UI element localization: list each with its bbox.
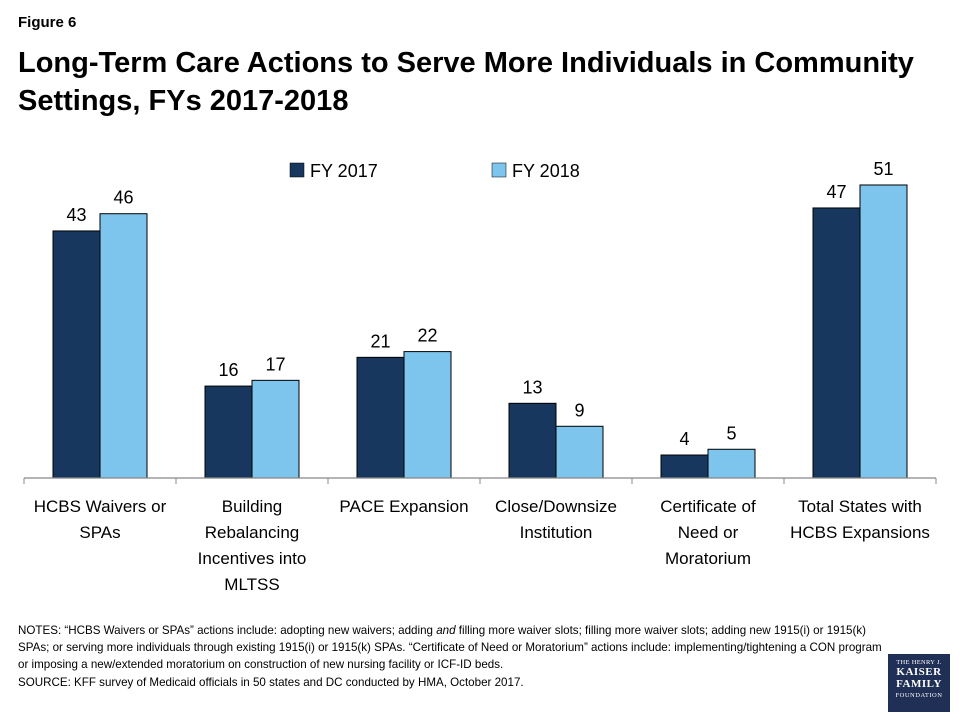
bar-3-0 (508, 402, 557, 479)
data-label-1-1: 17 (265, 354, 285, 374)
category-label-2: PACE Expansion (339, 497, 468, 516)
data-label-2-1: 22 (417, 326, 437, 346)
legend-label-0: FY 2017 (310, 161, 378, 181)
data-labels-layer: 43 46 16 17 21 22 13 9 4 5 47 51 (66, 159, 893, 449)
data-label-4-0: 4 (679, 429, 689, 449)
bar-0-1 (99, 213, 148, 479)
data-label-1-0: 16 (218, 360, 238, 380)
figure-label: Figure 6 (18, 14, 77, 31)
logo-line-2: KAISER (896, 666, 942, 678)
bar-3-1 (555, 425, 604, 479)
bar-4-0 (660, 454, 709, 479)
data-label-0-0: 43 (66, 205, 86, 225)
data-label-5-0: 47 (826, 182, 846, 202)
data-label-3-1: 9 (574, 400, 584, 420)
bar-1-1 (251, 379, 300, 479)
category-label-1: Building Rebalancing Incentives into MLTSS (198, 497, 307, 594)
bars-layer (52, 184, 908, 479)
logo-line-3: FAMILY (896, 678, 942, 690)
category-label-3: Close/Downsize Institution (495, 497, 617, 542)
logo-line-4: FOUNDATION (895, 692, 943, 699)
data-label-2-0: 21 (370, 331, 390, 351)
data-label-3-0: 13 (522, 377, 542, 397)
legend: FY 2017 FY 2018 (289, 161, 580, 181)
category-label-4: Certificate of Need or Moratorium (660, 497, 756, 568)
bar-2-0 (356, 356, 405, 479)
notes-line1-prefix: NOTES: “HCBS Waivers or SPAs” actions in… (18, 624, 437, 637)
kff-logo: THE HENRY J. KAISER FAMILY FOUNDATION (888, 654, 950, 712)
data-label-0-1: 46 (113, 188, 133, 208)
bar-4-1 (707, 448, 756, 479)
notes-emphasis: and (436, 624, 456, 637)
bar-1-0 (204, 385, 253, 479)
logo-line-1: THE HENRY J. (896, 659, 942, 666)
category-label-0: HCBS Waivers or SPAs (34, 497, 167, 542)
legend-label-1: FY 2018 (512, 161, 580, 181)
chart-title: Long-Term Care Actions to Serve More Ind… (18, 47, 914, 117)
bar-5-0 (812, 207, 861, 479)
source-text: SOURCE: KFF survey of Medicaid officials… (18, 675, 524, 689)
legend-swatch-1 (491, 162, 507, 178)
bar-chart: FY 2017 FY 2018 43 46 16 17 21 22 13 9 4 5 47 51 HCB… (23, 159, 937, 594)
x-axis: HCBS Waivers or SPAs Building Rebalancing In… (23, 477, 937, 594)
notes-line1-suffix: filling more waiver slots; filling more … (18, 624, 882, 672)
bar-2-1 (403, 351, 452, 479)
bar-5-1 (859, 184, 908, 479)
bar-0-0 (52, 230, 101, 479)
category-label-5: Total States with HCBS Expansions (790, 497, 930, 542)
legend-swatch-0 (289, 162, 305, 178)
notes-text: NOTES: “HCBS Waivers or SPAs” actions in… (18, 622, 886, 674)
data-label-4-1: 5 (726, 423, 736, 443)
notes-section: NOTES: “HCBS Waivers or SPAs” actions in… (18, 622, 886, 691)
data-label-5-1: 51 (873, 159, 893, 179)
